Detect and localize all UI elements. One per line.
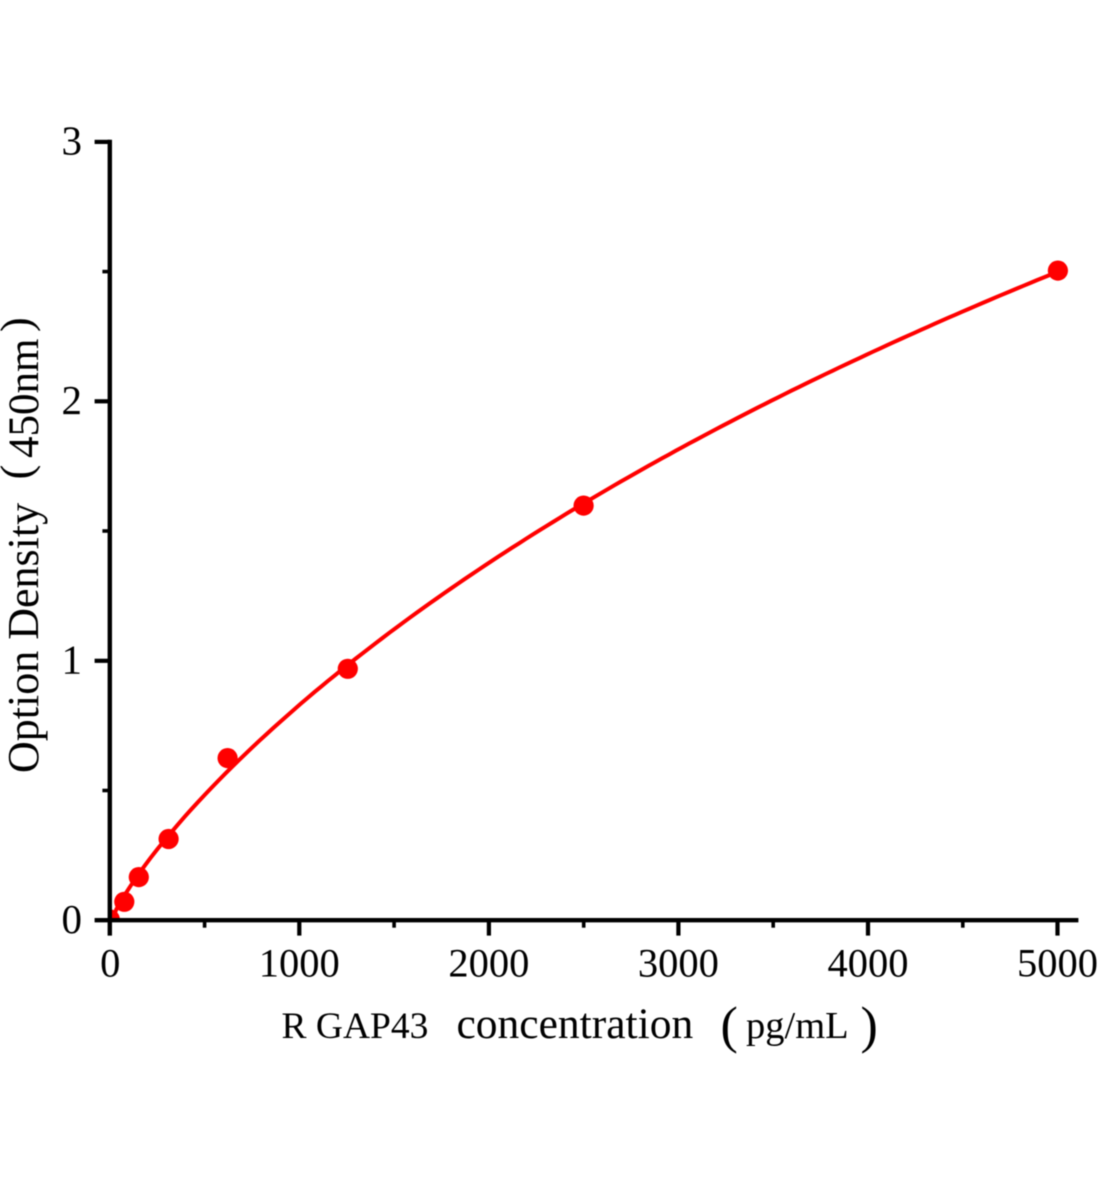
svg-text:4000: 4000 xyxy=(828,940,909,985)
svg-text:2: 2 xyxy=(62,377,83,423)
svg-text:450nm: 450nm xyxy=(1,339,48,458)
svg-text:0: 0 xyxy=(100,940,120,985)
svg-text:1: 1 xyxy=(62,637,83,683)
svg-text:3000: 3000 xyxy=(638,940,719,985)
svg-text:concentration: concentration xyxy=(457,1000,694,1048)
svg-text:R GAP43: R GAP43 xyxy=(282,1006,429,1047)
svg-text:): ) xyxy=(861,998,878,1055)
svg-text:): ) xyxy=(0,317,41,332)
svg-text:3: 3 xyxy=(62,118,83,164)
svg-text:0: 0 xyxy=(62,896,83,942)
svg-text:2000: 2000 xyxy=(448,940,529,985)
svg-text:(: ( xyxy=(0,465,41,480)
svg-text:Option Density: Option Density xyxy=(0,503,48,773)
svg-text:5000: 5000 xyxy=(1017,940,1098,985)
svg-text:pg/mL: pg/mL xyxy=(746,1005,849,1047)
svg-text:1000: 1000 xyxy=(259,940,340,985)
svg-text:(: ( xyxy=(721,998,738,1055)
